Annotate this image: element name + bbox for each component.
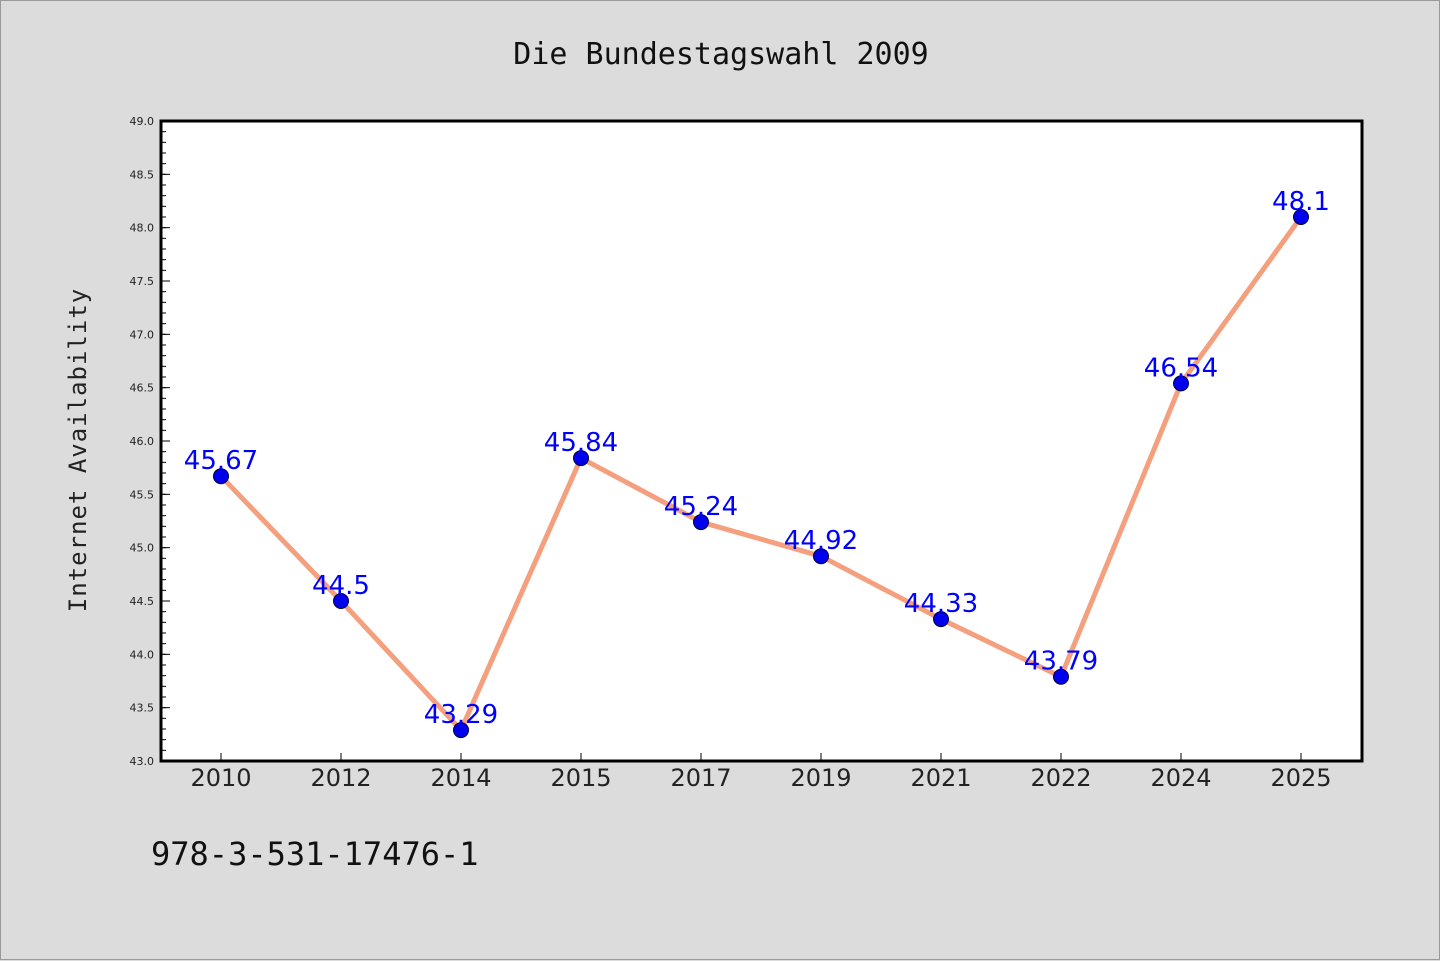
data-label: 44.5 [312, 571, 370, 601]
y-tick-label: 43.0 [130, 755, 155, 768]
data-point [933, 611, 949, 628]
data-point [693, 514, 709, 531]
data-label: 45.67 [184, 446, 258, 476]
y-tick-label: 45.5 [130, 488, 155, 501]
y-tick-label: 48.5 [130, 168, 155, 181]
x-tick-label: 2015 [550, 764, 611, 792]
data-label: 45.84 [544, 428, 618, 458]
y-tick-label: 44.0 [130, 648, 155, 661]
y-tick-label: 49.0 [130, 115, 155, 128]
x-tick-label: 2014 [430, 764, 491, 792]
x-tick-label: 2017 [670, 764, 731, 792]
series-line [218, 214, 1304, 733]
data-label-layer: 45.67 44.5 43.29 45.84 45.24 44.92 44.33 43.79 4… [184, 187, 1330, 730]
data-point [453, 722, 469, 739]
chart-title: Die Bundestagswahl 2009 [513, 37, 928, 72]
data-point [813, 548, 829, 565]
y-tick-label: 48.0 [130, 222, 155, 235]
y-tick-label: 45.0 [130, 542, 155, 555]
data-label: 44.33 [904, 589, 978, 619]
y-tick-label: 44.5 [130, 595, 155, 608]
y-tick-label: 46.0 [130, 435, 155, 448]
x-tick-label: 2012 [310, 764, 371, 792]
data-point [213, 468, 229, 485]
data-label: 43.79 [1024, 647, 1098, 677]
y-axis-label: Internet Availability [64, 288, 92, 612]
data-label: 44.92 [784, 526, 858, 556]
y-tick-label: 47.5 [130, 275, 155, 288]
data-point [1053, 668, 1069, 685]
y-tick-label: 43.5 [130, 702, 155, 715]
series-layer [213, 209, 1309, 739]
plot-area [159, 119, 1364, 763]
isbn-text: 978-3-531-17476-1 [151, 835, 479, 873]
data-point [573, 450, 589, 467]
data-label: 46.54 [1144, 353, 1218, 383]
y-axis: 43.0 43.5 44.0 44.5 45.0 45.5 46.0 46.5 47.0 47.5… [130, 115, 170, 768]
data-label: 45.24 [664, 492, 738, 522]
x-tick-label: 2025 [1270, 764, 1331, 792]
data-label: 48.1 [1272, 187, 1330, 217]
x-tick-label: 2022 [1030, 764, 1091, 792]
y-tick-label: 46.5 [130, 382, 155, 395]
data-label: 43.29 [424, 700, 498, 730]
y-tick-label: 47.0 [130, 328, 155, 341]
data-point [1293, 209, 1309, 225]
data-point [333, 593, 349, 609]
x-tick-label: 2010 [190, 764, 251, 792]
data-point [1173, 375, 1189, 392]
x-tick-label: 2019 [790, 764, 851, 792]
x-tick-label: 2024 [1150, 764, 1211, 792]
x-axis: 2010 2012 2014 2015 2017 2019 2021 2022 2024 2025 [190, 753, 1332, 792]
x-tick-label: 2021 [910, 764, 971, 792]
